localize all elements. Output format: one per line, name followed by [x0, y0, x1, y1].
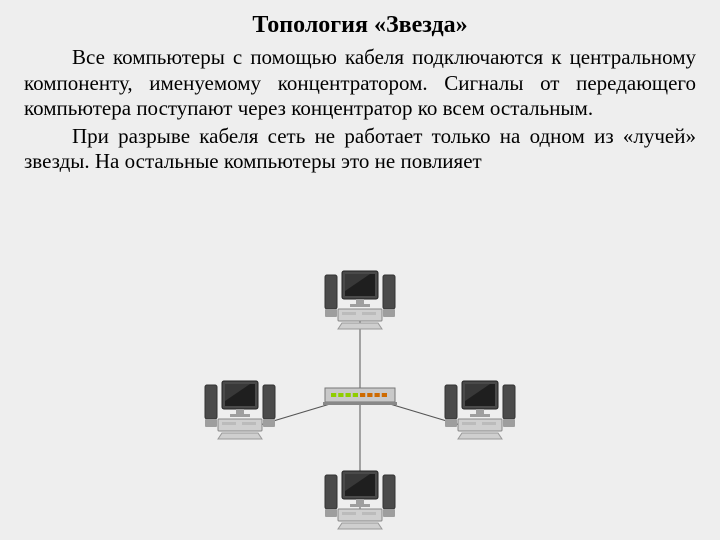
paragraph-1: Все компьютеры с помощью кабеля подключа…	[24, 45, 696, 122]
star-topology-diagram	[170, 240, 550, 530]
computer-icon	[445, 381, 515, 439]
computer-icon	[325, 471, 395, 529]
page-title: Топология «Звезда»	[24, 12, 696, 39]
slide: Топология «Звезда» Все компьютеры с помо…	[0, 0, 720, 189]
computer-icon	[325, 271, 395, 329]
computer-icon	[205, 381, 275, 439]
paragraph-2: При разрыве кабеля сеть не работает толь…	[24, 124, 696, 175]
